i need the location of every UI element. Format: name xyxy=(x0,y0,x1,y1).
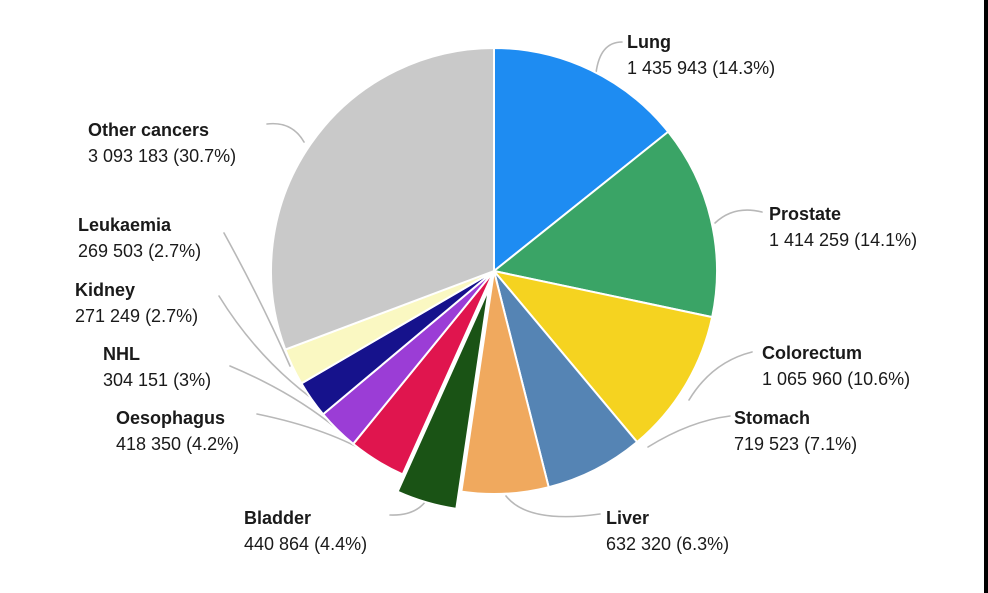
slice-value: 1 065 960 (10.6%) xyxy=(762,369,911,389)
slice-name: Leukaemia xyxy=(78,215,172,235)
leader-line-other-cancers xyxy=(266,122,305,143)
pie-slice-other-cancers xyxy=(270,47,495,351)
leader-line-prostate xyxy=(714,209,763,224)
slice-label-colorectum: Colorectum 1 065 960 (10.6%) xyxy=(762,340,910,392)
slice-name: Other cancers xyxy=(88,120,210,140)
pie-slice-stomach xyxy=(493,270,639,489)
slice-label-other-cancers: Other cancers 3 093 183 (30.7%) xyxy=(88,117,236,169)
slice-label-prostate: Prostate 1 414 259 (14.1%) xyxy=(769,201,917,253)
slice-name: Prostate xyxy=(769,204,842,224)
slice-label-liver: Liver 632 320 (6.3%) xyxy=(606,505,729,557)
pie-slice-prostate xyxy=(493,130,718,319)
slice-name: Colorectum xyxy=(762,343,863,363)
pie-slice-liver xyxy=(460,270,550,496)
slice-value: 632 320 (6.3%) xyxy=(606,534,730,554)
leader-line-leukaemia xyxy=(223,232,291,367)
leader-line-lung xyxy=(595,41,623,74)
slice-label-leukaemia: Leukaemia 269 503 (2.7%) xyxy=(78,212,201,264)
slice-value: 440 864 (4.4%) xyxy=(244,534,368,554)
slice-name: NHL xyxy=(103,344,140,364)
slice-value: 271 249 (2.7%) xyxy=(75,306,199,326)
leader-line-nhl xyxy=(229,365,337,429)
pie-slice-colorectum xyxy=(493,270,714,443)
slice-value: 1 435 943 (14.3%) xyxy=(627,58,776,78)
leader-line-colorectum xyxy=(688,351,753,401)
slice-value: 3 093 183 (30.7%) xyxy=(88,146,237,166)
pie-slice-lung xyxy=(493,47,670,272)
right-edge-bar xyxy=(984,0,988,593)
slice-value: 719 523 (7.1%) xyxy=(734,434,858,454)
slice-label-stomach: Stomach 719 523 (7.1%) xyxy=(734,405,857,457)
slice-label-oesophagus: Oesophagus 418 350 (4.2%) xyxy=(116,405,239,457)
pie-slice-bladder xyxy=(396,287,490,510)
slice-value: 269 503 (2.7%) xyxy=(78,241,202,261)
leader-line-stomach xyxy=(647,415,731,448)
slice-value: 304 151 (3%) xyxy=(103,370,212,390)
slice-name: Oesophagus xyxy=(116,408,226,428)
slice-name: Stomach xyxy=(734,408,811,428)
slice-name: Kidney xyxy=(75,280,136,300)
slice-name: Lung xyxy=(627,32,671,52)
slice-label-kidney: Kidney 271 249 (2.7%) xyxy=(75,277,198,329)
leader-line-liver xyxy=(505,495,601,518)
leader-line-kidney xyxy=(218,295,311,398)
slice-label-bladder: Bladder 440 864 (4.4%) xyxy=(244,505,367,557)
slice-name: Bladder xyxy=(244,508,312,528)
slice-label-nhl: NHL 304 151 (3%) xyxy=(103,341,211,393)
slice-label-lung: Lung 1 435 943 (14.3%) xyxy=(627,29,775,81)
slice-value: 418 350 (4.2%) xyxy=(116,434,240,454)
slice-name: Liver xyxy=(606,508,650,528)
slice-value: 1 414 259 (14.1%) xyxy=(769,230,918,250)
